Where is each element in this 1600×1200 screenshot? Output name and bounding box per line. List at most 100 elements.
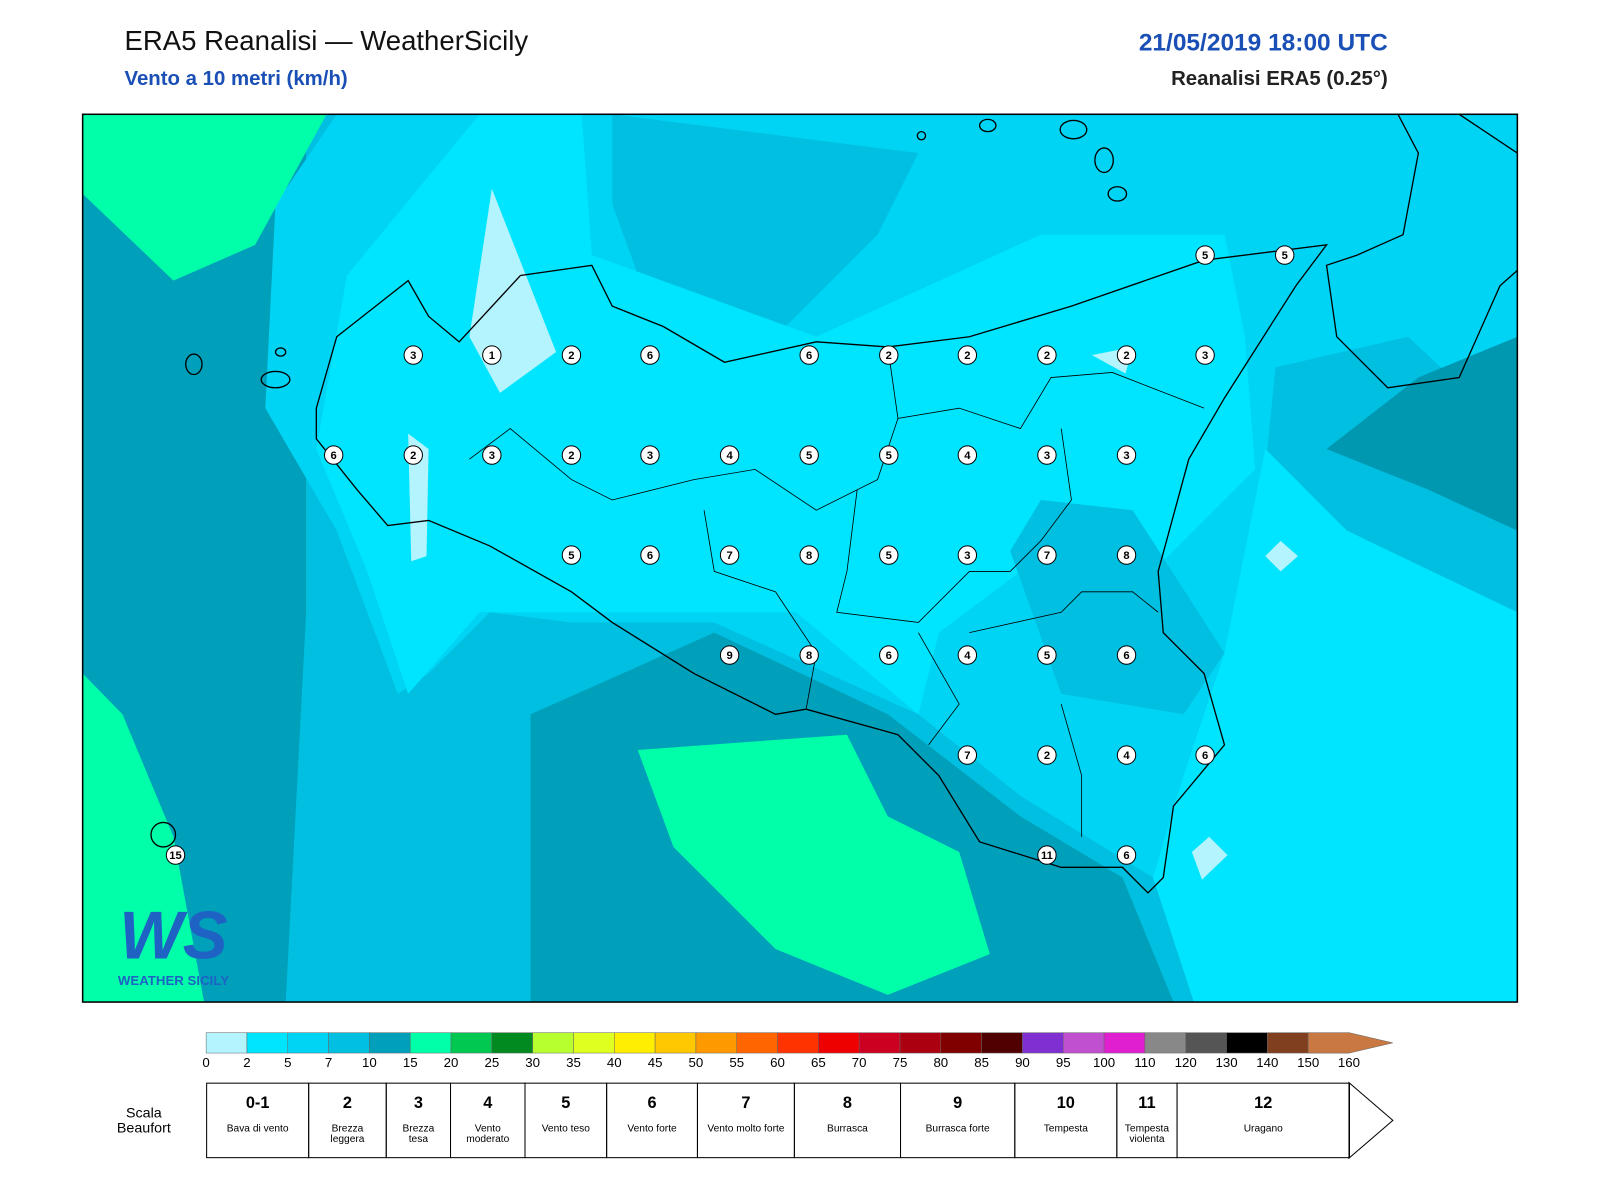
station-marker [957, 545, 978, 565]
station-marker [1116, 545, 1137, 565]
station-value: 6 [331, 450, 337, 462]
beaufort-description: Tempesta violenta [1124, 1123, 1170, 1145]
beaufort-cell: 6 Vento forte [606, 1082, 698, 1159]
station-marker [323, 445, 344, 465]
station-value: 2 [1044, 350, 1050, 362]
station-marker [561, 545, 582, 565]
station-marker [879, 545, 899, 565]
colorbar-tick-label: 140 [1256, 1055, 1278, 1070]
beaufort-cell: 10 Tempesta [1014, 1082, 1118, 1159]
station-marker [1116, 445, 1137, 465]
station-value: 7 [726, 550, 732, 562]
beaufort-force: 8 [842, 1094, 852, 1113]
colorbar-tick-label: 160 [1338, 1055, 1360, 1070]
color-swatch [328, 1032, 370, 1054]
color-swatch [1103, 1032, 1146, 1054]
beaufort-description: Vento molto forte [707, 1123, 785, 1135]
color-swatch [573, 1032, 615, 1054]
beaufort-cell: 8 Burrasca [793, 1082, 902, 1159]
beaufort-cell: 4 Vento moderato [450, 1082, 526, 1159]
station-value: 5 [568, 550, 574, 562]
station-value: 5 [886, 450, 892, 462]
station-value: 3 [647, 450, 653, 462]
map-frame [81, 113, 1519, 1003]
station-value: 2 [1044, 750, 1050, 762]
title: ERA5 Reanalisi — WeatherSicily [124, 25, 528, 56]
station-marker [482, 445, 502, 465]
station-marker [799, 645, 819, 665]
color-swatch [1144, 1032, 1186, 1054]
beaufort-description: Vento moderato [466, 1123, 510, 1145]
station-marker [719, 545, 740, 565]
station-marker [640, 445, 660, 465]
beaufort-force: 6 [647, 1094, 657, 1113]
beaufort-description: Vento forte [627, 1123, 677, 1135]
color-swatch [1267, 1032, 1309, 1054]
station-value: 6 [1123, 650, 1129, 662]
station-marker [1195, 345, 1215, 365]
colorbar-tick-label: 30 [525, 1055, 540, 1070]
logo-mark: WS [119, 899, 228, 974]
color-swatch [532, 1032, 574, 1054]
station-marker [403, 345, 423, 365]
station-marker [719, 445, 740, 465]
datetime: 21/05/2019 18:00 UTC [1139, 29, 1388, 56]
beaufort-cell: 2 Brezza leggera [308, 1082, 387, 1159]
station-value: 3 [1044, 450, 1050, 462]
station-value: 6 [806, 350, 812, 362]
color-swatch [1022, 1032, 1064, 1054]
colorbar-tick-label: 50 [689, 1055, 704, 1070]
station-marker [561, 445, 582, 465]
color-swatch [818, 1032, 860, 1054]
station-value: 4 [964, 450, 971, 462]
colorbar-tick-label: 80 [933, 1055, 948, 1070]
beaufort-force: 9 [953, 1094, 963, 1113]
station-value: 8 [1123, 550, 1129, 562]
beaufort-cell: 12 Uragano [1176, 1082, 1351, 1159]
color-swatch [246, 1032, 289, 1054]
station-marker [640, 345, 660, 365]
station-marker [1037, 345, 1057, 365]
station-value: 2 [568, 350, 574, 362]
station-marker [1037, 645, 1057, 665]
beaufort-force: 10 [1056, 1094, 1075, 1113]
beaufort-force: 7 [741, 1094, 751, 1113]
station-value: 2 [410, 450, 416, 462]
station-marker [1195, 745, 1215, 765]
beaufort-force: 0-1 [245, 1094, 270, 1113]
station-marker [482, 345, 502, 365]
color-swatch [695, 1032, 737, 1054]
beaufort-force: 12 [1254, 1094, 1273, 1113]
colorbar-tick-label: 120 [1175, 1055, 1197, 1070]
colorbar-tick-label: 65 [811, 1055, 826, 1070]
station-marker [640, 545, 660, 565]
station-value: 4 [1123, 750, 1130, 762]
station-marker [561, 345, 582, 365]
colorbar-tick-label: 55 [729, 1055, 744, 1070]
colorbar-tick-label: 45 [648, 1055, 663, 1070]
station-value: 5 [886, 550, 892, 562]
colorbar-tick-label: 10 [362, 1055, 377, 1070]
colorbar-tick-label: 130 [1215, 1055, 1237, 1070]
station-value: 4 [726, 450, 733, 462]
beaufort-force: 5 [561, 1094, 571, 1113]
subtitle: Vento a 10 metri (km/h) [124, 68, 347, 90]
colorbar-tick-label: 25 [484, 1055, 499, 1070]
color-swatch [1226, 1032, 1268, 1054]
beaufort-description: Bava di vento [226, 1123, 289, 1135]
station-value: 5 [1044, 650, 1050, 662]
color-swatch [450, 1032, 493, 1054]
station-value: 1 [489, 350, 495, 362]
color-swatch [287, 1032, 329, 1054]
colorbar-tick-label: 35 [566, 1055, 581, 1070]
color-swatch [858, 1032, 901, 1054]
color-swatch [1307, 1032, 1393, 1054]
color-swatch [899, 1032, 942, 1054]
colorbar-tick-label: 90 [1015, 1055, 1030, 1070]
beaufort-cell: 9 Burrasca forte [900, 1082, 1016, 1159]
colorbar-tick-label: 15 [403, 1055, 418, 1070]
beaufort-cell: 0-1 Bava di vento [206, 1082, 310, 1159]
colorbar-tick-label: 20 [444, 1055, 459, 1070]
color-swatch [369, 1032, 411, 1054]
